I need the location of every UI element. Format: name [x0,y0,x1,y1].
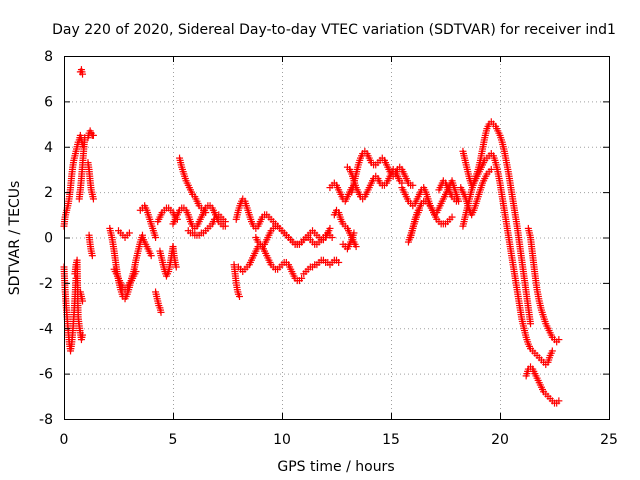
y-tick-label: 6 [44,94,53,110]
data-point [555,336,563,344]
data-point [132,268,140,276]
data-point [89,131,97,139]
grid [64,56,609,419]
data-point [147,252,155,260]
data-point [79,331,87,339]
y-tick-label: -4 [39,321,53,337]
data-point [328,234,336,241]
data-point [125,229,133,237]
data-point [88,252,96,260]
data-point [555,397,563,405]
x-axis-label: GPS time / hours [277,459,394,475]
data-point [548,347,556,355]
x-tick-label: 25 [600,432,618,448]
data-point [352,243,360,251]
y-tick-label: 8 [44,49,53,65]
y-tick-label: -8 [39,412,53,428]
y-tick-label: -2 [39,276,53,292]
data-point [152,234,160,241]
data-point [79,70,87,78]
data-point [172,263,180,271]
data-point [157,308,165,316]
data-point [350,229,358,237]
data-point [527,320,535,328]
y-tick-label: 0 [44,231,53,247]
data-point [221,218,229,226]
y-tick-label: 4 [44,140,53,156]
chart-title: Day 220 of 2020, Sidereal Day-to-day VTE… [52,22,616,38]
data-point [359,195,367,203]
data-point [235,292,243,300]
data-point [79,297,87,305]
data-point [89,195,97,203]
data-point [298,274,306,282]
data-point [335,258,343,266]
x-tick-label: 15 [382,432,400,448]
axis-ticks [64,56,610,420]
data-point [202,209,210,217]
data-point [415,206,423,214]
x-tick-label: 10 [273,432,291,448]
x-tick-label: 5 [169,432,178,448]
y-tick-label: 2 [44,185,53,201]
x-tick-label: 0 [60,432,69,448]
data-point [452,197,460,205]
x-tick-label: 20 [491,432,509,448]
data-points [60,66,563,407]
data-point [448,213,456,221]
data-point [487,165,495,173]
y-axis-label: SDTVAR / TECUs [7,181,23,296]
tick-labels: 0 5 10 15 20 25 -8 -6 -4 -2 0 2 4 6 8 [39,49,618,448]
y-tick-label: -6 [39,367,53,383]
data-point [409,181,417,189]
data-point [326,224,334,232]
